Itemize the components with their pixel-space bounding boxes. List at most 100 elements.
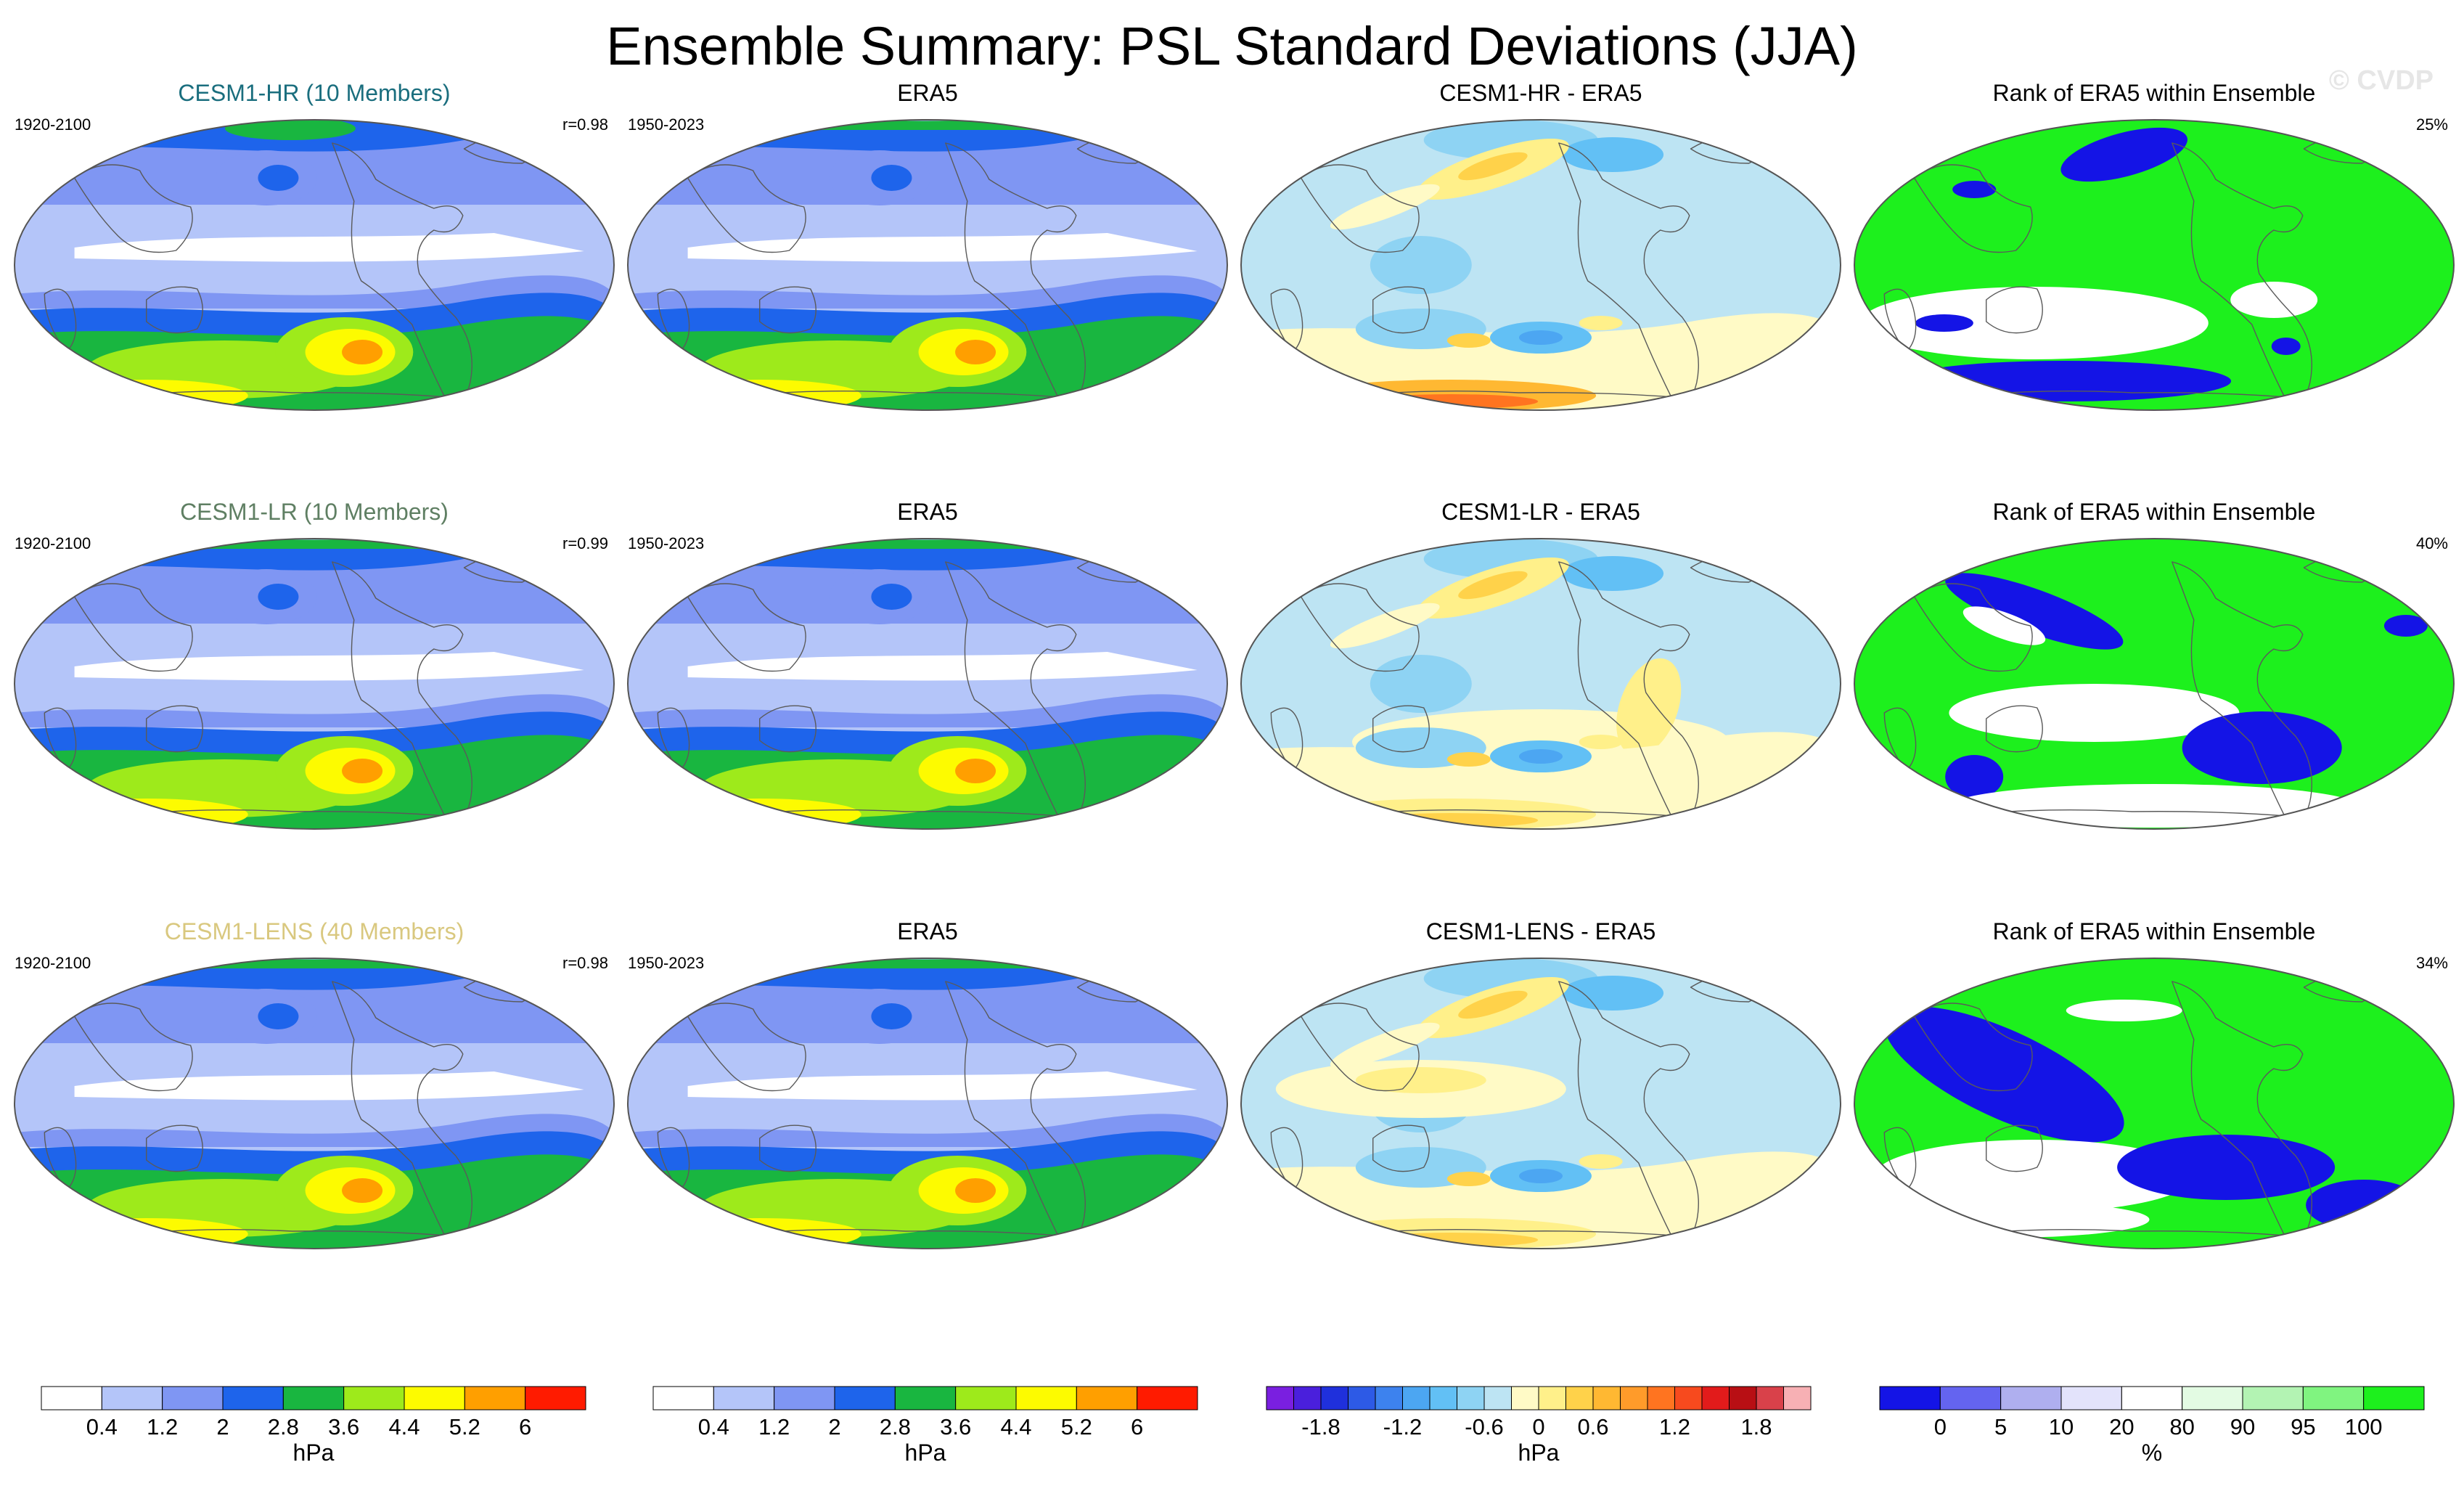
panel-title: Rank of ERA5 within Ensemble — [1993, 918, 2316, 944]
field-blob — [955, 340, 996, 364]
colorbar-tick-label: 3.6 — [940, 1414, 971, 1440]
field-blob — [342, 1178, 383, 1203]
coastline — [1270, 1127, 1303, 1191]
rank-percent: 40% — [2416, 534, 2448, 552]
colorbar-tick-label: 90 — [2230, 1414, 2255, 1440]
map-outline — [1854, 119, 2455, 411]
coastline — [332, 981, 472, 1245]
coastline — [332, 561, 472, 825]
figure-title: Ensemble Summary: PSL Standard Deviation… — [606, 16, 1858, 76]
colorbar-box — [1457, 1386, 1485, 1411]
map-field — [628, 120, 1227, 410]
field-blob — [2066, 1000, 2182, 1021]
colorbar-tick-label: 5.2 — [449, 1414, 480, 1440]
map-field — [15, 958, 614, 1249]
colorbar-tick-label: 2.8 — [880, 1414, 911, 1440]
field-blob — [2230, 282, 2318, 318]
map-field — [628, 958, 1227, 1249]
coastline — [657, 1127, 690, 1191]
field-blob — [1859, 287, 2209, 359]
field-blob — [955, 1178, 996, 1203]
coastline — [687, 583, 806, 672]
colorbar-box — [1375, 1386, 1403, 1411]
coastline — [44, 1127, 77, 1191]
tropical-minimum — [74, 233, 584, 262]
colorbar-box — [1137, 1386, 1198, 1411]
field-blob — [1579, 316, 1623, 330]
colorbar-tick-label: 0.6 — [1577, 1414, 1608, 1440]
colorbar-tick-label: 3.6 — [328, 1414, 359, 1440]
coastline — [1986, 286, 2043, 334]
colorbar-box — [1674, 1386, 1703, 1411]
colorbar-tick-label: 0.4 — [698, 1414, 729, 1440]
coastline — [1270, 288, 1303, 353]
coastline — [44, 707, 77, 772]
colorbar-box — [2182, 1386, 2243, 1411]
field-blob — [1579, 1154, 1623, 1169]
colorbar-box — [101, 1386, 163, 1411]
coastline — [1300, 1003, 1420, 1092]
field-band — [15, 131, 614, 205]
field-blob — [1355, 1067, 1486, 1093]
coastline — [1883, 707, 1917, 772]
panel-title: CESM1-LR - ERA5 — [1441, 499, 1640, 525]
colorbar-box — [1320, 1386, 1348, 1411]
tropical-minimum — [74, 652, 584, 681]
field-blob — [1945, 755, 2004, 799]
pattern-correlation: r=0.98 — [562, 954, 608, 972]
map-outline — [14, 538, 615, 830]
map-field — [15, 120, 614, 410]
map-outline — [1240, 119, 1841, 411]
colorbar-box — [343, 1386, 405, 1411]
map-outline — [1854, 538, 2455, 830]
coastline — [146, 705, 203, 753]
map-panel: ERA5 1950-2023 — [627, 80, 1228, 411]
map-field — [1854, 958, 2454, 1249]
coastline — [759, 286, 816, 334]
colorbar-box — [1783, 1386, 1812, 1411]
coastline — [1558, 561, 1699, 825]
colorbar-box — [2060, 1386, 2122, 1411]
colorbar-box — [774, 1386, 835, 1411]
coastline — [687, 164, 806, 253]
coastline — [1986, 705, 2043, 753]
map-panel: CESM1-HR - ERA5 — [1240, 80, 1841, 411]
field-blob — [871, 584, 912, 610]
field-blob — [1945, 573, 2124, 650]
panel-title: CESM1-LR (10 Members) — [180, 499, 449, 525]
map-panel: CESM1-HR (10 Members) 1920-2100 r=0.98 — [14, 80, 615, 411]
panel-title: CESM1-LENS - ERA5 — [1426, 918, 1656, 944]
colorbar-tick-label: 2.8 — [268, 1414, 299, 1440]
colorbar-tick-label: 4.4 — [388, 1414, 419, 1440]
coastline — [759, 1124, 816, 1172]
field-blob — [2271, 338, 2301, 355]
map-panel: CESM1-LR (10 Members) 1920-2100 r=0.99 — [14, 499, 615, 830]
panel-title: ERA5 — [897, 80, 958, 106]
field-band — [15, 970, 614, 1043]
field-blob — [1519, 749, 1563, 764]
colorbar-tick-label: 1.2 — [758, 1414, 790, 1440]
field-band — [628, 131, 1227, 205]
colorbar-box — [1538, 1386, 1566, 1411]
colorbar-diff: -1.8 -1.2 -0.6 0 0.6 1.2 1.8 hPa — [1266, 1386, 1812, 1466]
coastline — [945, 981, 1086, 1245]
coastline — [759, 705, 816, 753]
field-blob — [2383, 615, 2428, 637]
rank-percent: 25% — [2416, 115, 2448, 134]
copyright-watermark: © CVDP — [2328, 65, 2434, 96]
coastline — [1372, 1124, 1430, 1172]
map-outline — [627, 958, 1228, 1249]
map-panel: Rank of ERA5 within Ensemble 40% — [1854, 499, 2455, 830]
field-blob — [1446, 333, 1491, 348]
coastline — [332, 142, 472, 407]
colorbar-unit: % — [2142, 1440, 2162, 1466]
coastline — [146, 286, 203, 334]
colorbar-box — [1879, 1386, 1941, 1411]
field-blob — [1330, 184, 1440, 230]
field-blob — [44, 1218, 248, 1249]
field-blob — [1962, 606, 2046, 645]
colorbar-box — [404, 1386, 465, 1411]
field-blob — [955, 759, 996, 783]
pattern-correlation: r=0.99 — [562, 534, 608, 552]
colorbar-tick-label: 20 — [2109, 1414, 2134, 1440]
